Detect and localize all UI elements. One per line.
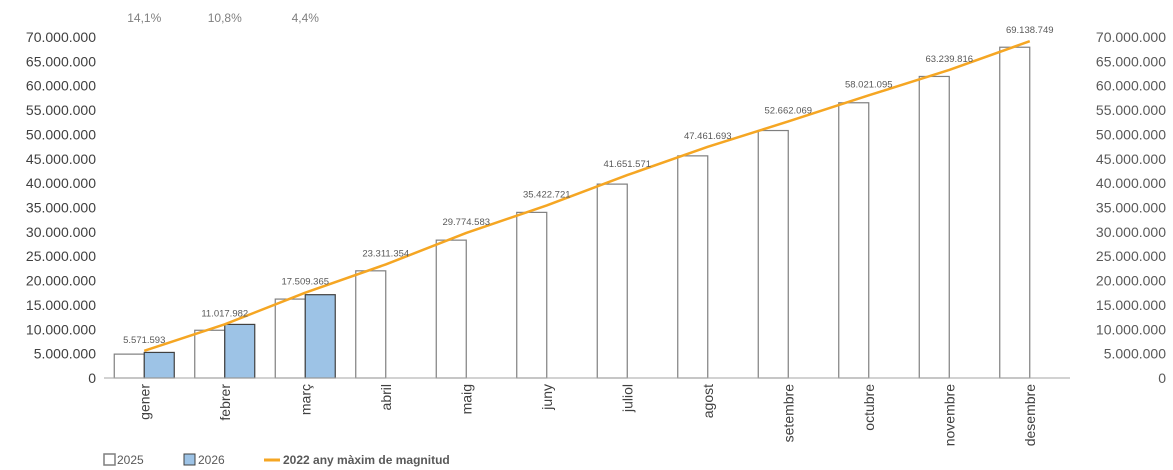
y-tick-label-right: 20.000.000	[1096, 273, 1166, 289]
y-tick-label-left: 55.000.000	[26, 102, 96, 118]
legend-swatch-2025	[103, 453, 116, 466]
y-tick-label-right: 65.000.000	[1096, 53, 1166, 69]
y-tick-label-left: 10.000.000	[26, 321, 96, 337]
y-tick-label-left: 65.000.000	[26, 53, 96, 69]
y-tick-label-left: 20.000.000	[26, 273, 96, 289]
data-label-2022: 47.461.693	[684, 131, 732, 142]
data-label-2022: 29.774.583	[442, 217, 490, 228]
y-tick-label-right: 55.000.000	[1096, 102, 1166, 118]
y-tick-label-left: 50.000.000	[26, 126, 96, 142]
line-2022	[143, 40, 1031, 353]
y-axis-left: 0 5.000.000 10.000.000 15.000.000 20.000.000…	[26, 29, 96, 386]
data-label-2022: 5.571.593	[123, 335, 165, 346]
category-label: febrer	[217, 384, 233, 421]
y-tick-label-right: 50.000.000	[1096, 126, 1166, 142]
bar-2025	[113, 353, 145, 379]
bar-2025	[838, 102, 870, 379]
legend-label-2022: 2022 any màxim de magnitud	[283, 453, 450, 467]
bar-2025	[757, 129, 789, 379]
y-tick-label-left: 60.000.000	[26, 78, 96, 94]
bar-2026	[224, 323, 256, 379]
y-tick-label-right: 70.000.000	[1096, 29, 1166, 45]
data-label-2022: 69.138.749	[1006, 25, 1054, 36]
category-label: abril	[378, 384, 394, 410]
y-tick-label-right: 10.000.000	[1096, 321, 1166, 337]
bar-2025	[677, 155, 709, 379]
bar-2025	[274, 298, 306, 379]
legend-label-2026: 2026	[198, 453, 225, 467]
legend-label-2025: 2025	[117, 453, 144, 467]
y-tick-label-left: 40.000.000	[26, 175, 96, 191]
y-tick-label-right: 60.000.000	[1096, 78, 1166, 94]
y-tick-label-left: 70.000.000	[26, 29, 96, 45]
percent-labels: 14,1% 10,8% 4,4%	[127, 11, 319, 25]
category-label: juliol	[619, 384, 635, 413]
bars	[113, 46, 1031, 379]
category-label: març	[297, 384, 313, 415]
bar-2025	[596, 183, 628, 379]
bar-2025	[918, 75, 950, 379]
category-label: maig	[458, 384, 474, 414]
line-series	[143, 40, 1031, 353]
y-tick-label-right: 15.000.000	[1096, 297, 1166, 313]
category-label: agost	[700, 384, 716, 418]
y-axis-right: 0 5.000.000 10.000.000 15.000.000 20.000.000…	[1096, 29, 1166, 386]
y-tick-label-right: 40.000.000	[1096, 175, 1166, 191]
y-tick-label-right: 0	[1158, 370, 1166, 386]
data-label-2022: 58.021.095	[845, 79, 893, 90]
data-label-2022: 63.239.816	[925, 54, 973, 65]
data-label-2022: 52.662.069	[764, 105, 812, 116]
y-tick-label-right: 35.000.000	[1096, 200, 1166, 216]
legend-swatch-2026	[183, 453, 196, 466]
bar-2025	[435, 239, 467, 379]
y-tick-label-right: 25.000.000	[1096, 248, 1166, 264]
y-tick-label-right: 30.000.000	[1096, 224, 1166, 240]
bar-2026	[143, 351, 175, 379]
category-label: setembre	[780, 384, 796, 443]
category-label: desembre	[1022, 384, 1038, 446]
data-label-2022: 23.311.354	[362, 248, 409, 259]
percent-label: 10,8%	[208, 11, 242, 25]
y-tick-label-right: 5.000.000	[1104, 346, 1166, 362]
data-label-2022: 11.017.982	[201, 308, 248, 319]
y-tick-label-left: 45.000.000	[26, 151, 96, 167]
category-label: novembre	[941, 384, 957, 446]
data-label-2022: 35.422.721	[523, 189, 571, 200]
legend: 2025 2026 2022 any màxim de magnitud	[103, 453, 450, 467]
bar-2025	[194, 329, 226, 379]
category-label: octubre	[861, 384, 877, 431]
y-tick-label-left: 30.000.000	[26, 224, 96, 240]
y-tick-label-right: 45.000.000	[1096, 151, 1166, 167]
data-label-2022: 17.509.365	[281, 277, 329, 288]
y-tick-label-left: 0	[88, 370, 96, 386]
bar-2026	[304, 294, 336, 379]
y-tick-label-left: 35.000.000	[26, 200, 96, 216]
y-tick-label-left: 5.000.000	[34, 346, 96, 362]
category-label: juny	[539, 384, 555, 411]
y-tick-label-left: 15.000.000	[26, 297, 96, 313]
y-tick-label-left: 25.000.000	[26, 248, 96, 264]
category-labels: gener febrer març abril maig juny juliol agost s…	[136, 384, 1038, 447]
percent-label: 14,1%	[127, 11, 161, 25]
percent-label: 4,4%	[292, 11, 320, 25]
category-label: gener	[136, 384, 152, 420]
data-label-2022: 41.651.571	[603, 159, 651, 170]
bar-2025	[516, 211, 548, 379]
data-labels: 5.571.593 11.017.982 17.509.365 23.311.354 2…	[123, 25, 1053, 346]
bar-2025	[355, 270, 387, 379]
bar-2025	[999, 46, 1031, 379]
